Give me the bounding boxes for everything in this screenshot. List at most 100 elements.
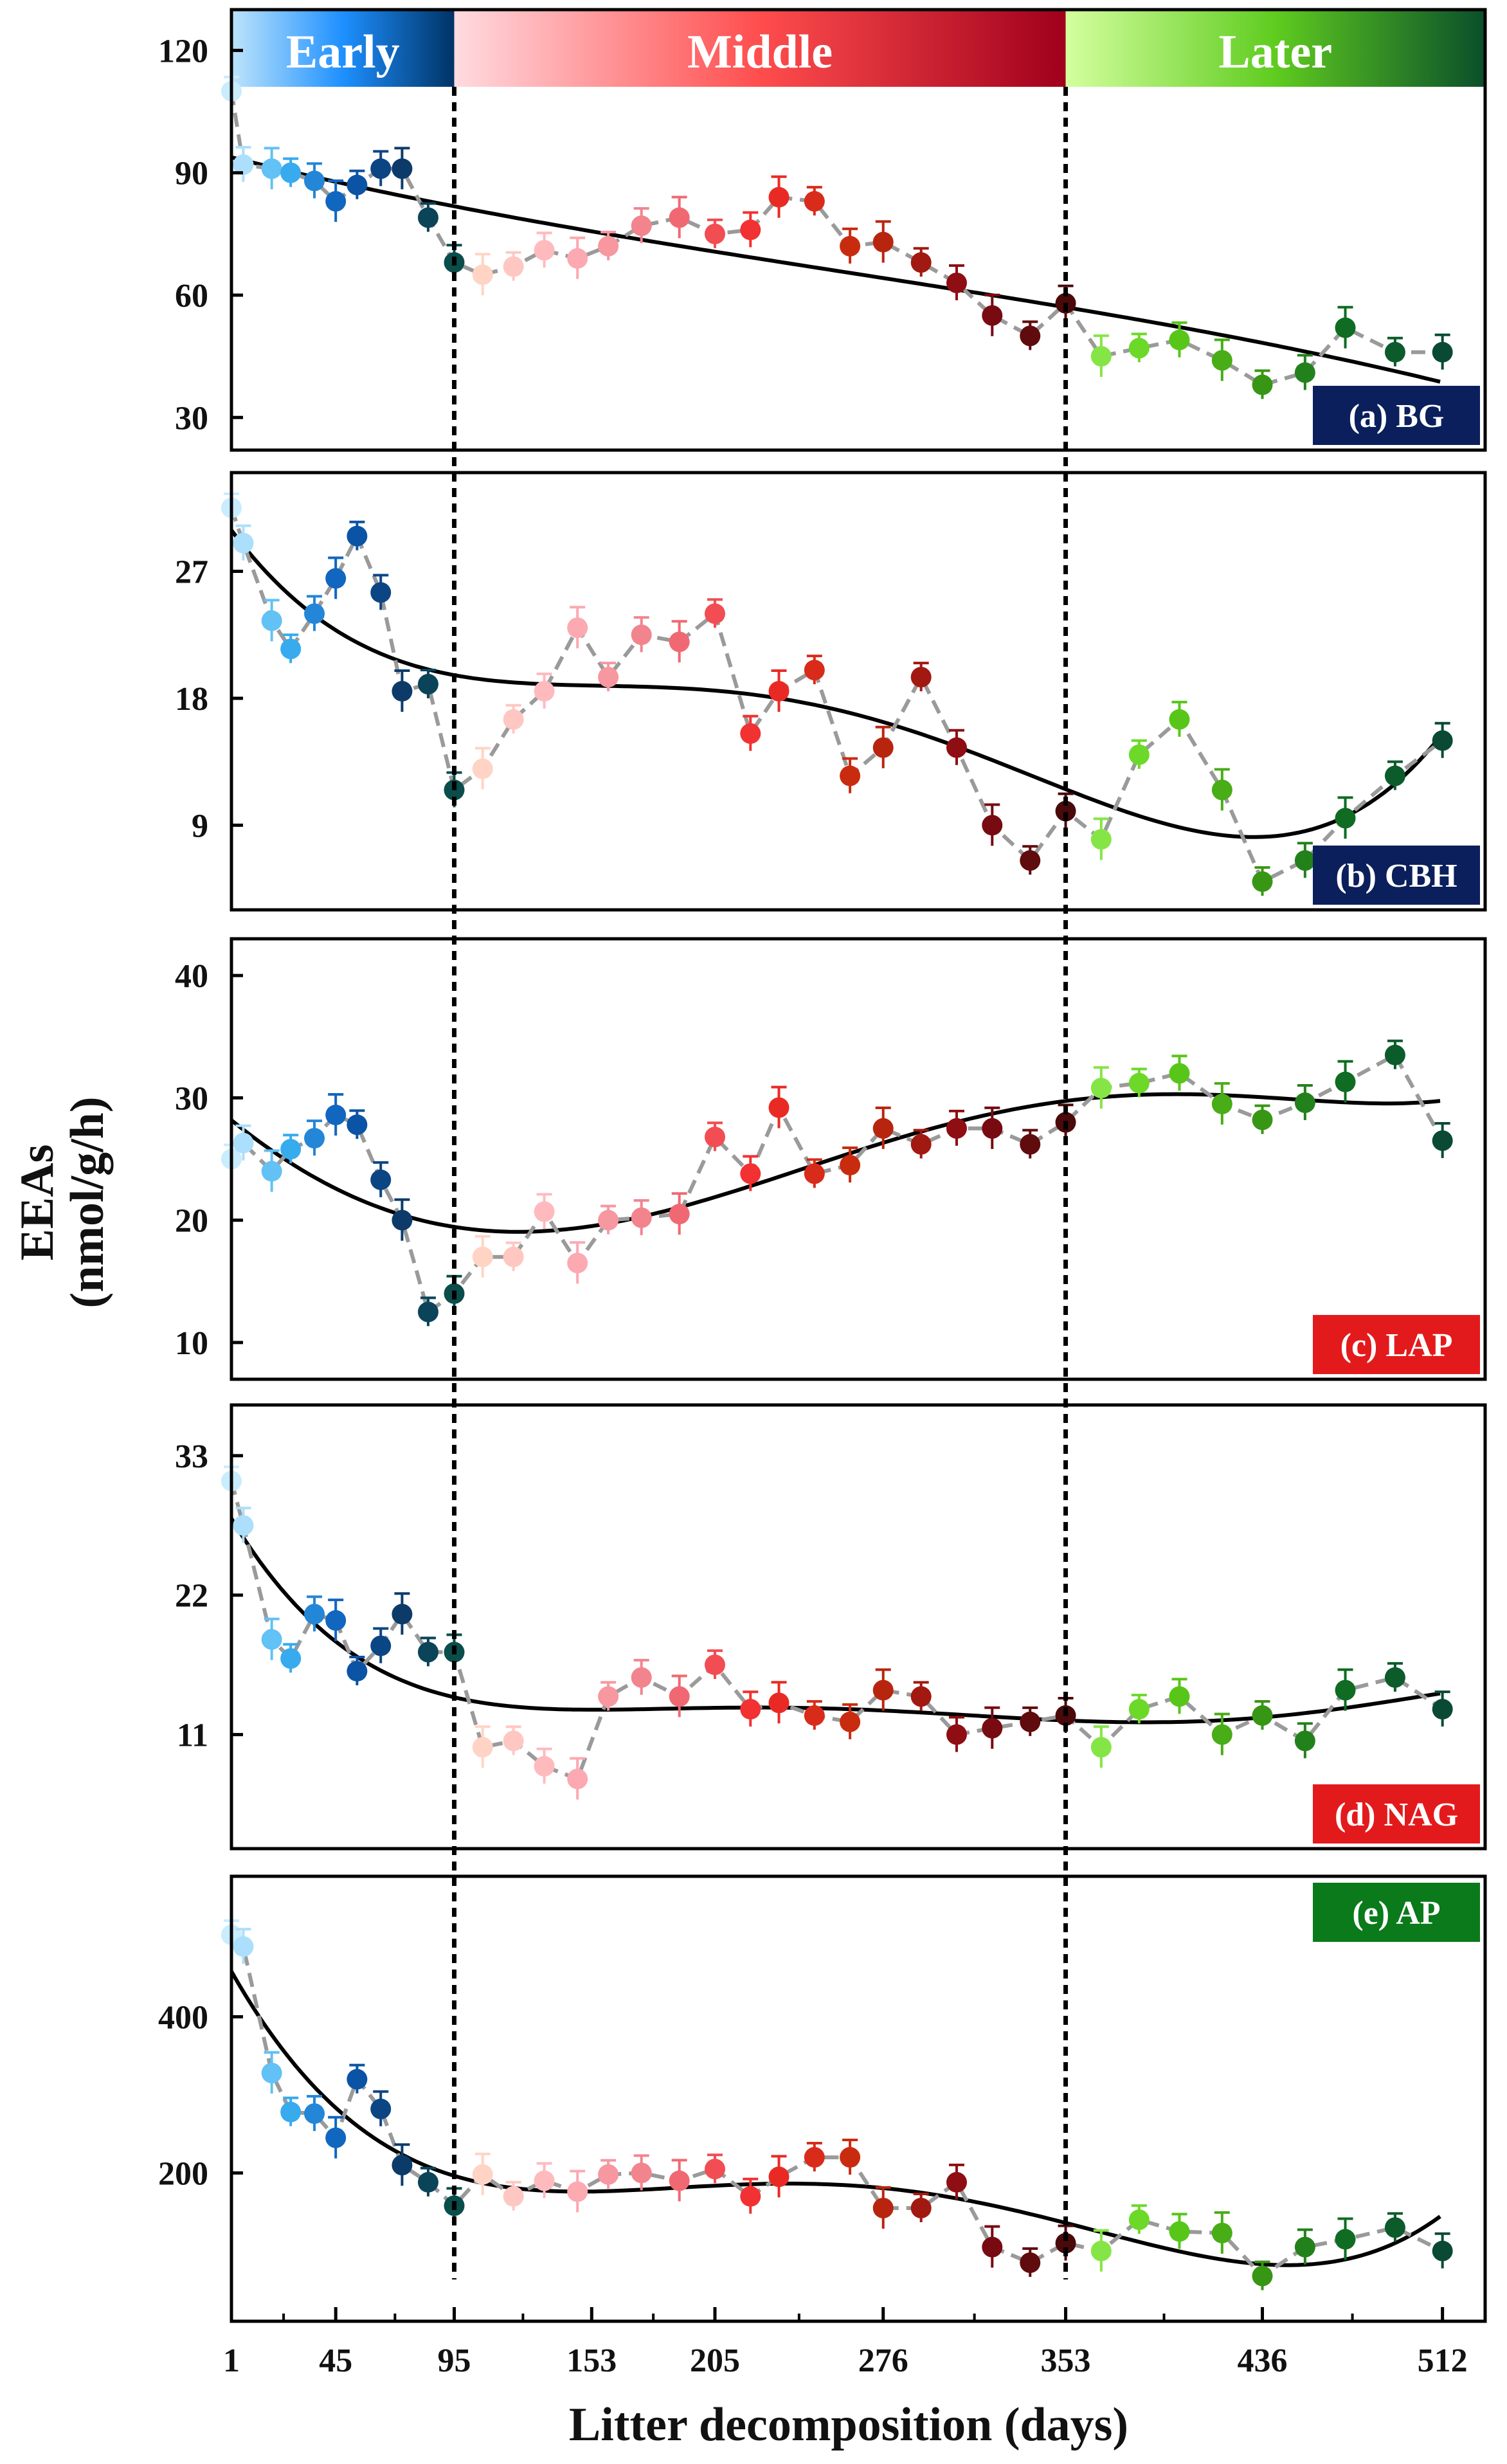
data-point [417,1301,438,1323]
data-point [704,1127,725,1148]
x-tick-label: 45 [319,2342,352,2379]
data-point [417,2171,438,2193]
data-point [280,639,302,660]
y-axis-unit-label: (nmol/g/h) [61,1097,114,1309]
x-tick-label: 205 [690,2342,740,2379]
y-tick-label: 27 [175,554,208,591]
data-point [946,2171,967,2193]
data-point [1335,317,1356,338]
data-point [631,624,652,646]
data-point [1128,1699,1150,1720]
data-point [347,2069,368,2090]
data-point [768,2166,790,2188]
data-point [1090,1078,1112,1099]
x-axis-label: Litter decomposition (days) [569,2398,1128,2451]
panel-frame [230,8,1487,452]
y-tick-label: 18 [175,681,208,718]
data-point [392,1604,413,1625]
y-tick-label: 9 [192,808,208,844]
data-point [1252,374,1273,395]
panel-frame [230,1403,1487,1851]
data-point [261,2062,282,2083]
data-point [669,207,690,228]
data-point [804,191,825,212]
x-tick-label: 353 [1041,2342,1091,2379]
data-point [704,2159,725,2180]
data-point [1294,2236,1315,2258]
data-point [1252,2265,1273,2287]
panel-badge [1313,846,1480,905]
data-point [261,1161,282,1182]
data-point [740,219,761,240]
data-point [1169,329,1190,350]
data-point [669,1686,690,1707]
data-point [840,765,861,786]
data-point [1211,1724,1232,1745]
phase-label-middle: Middle [687,26,833,78]
data-point [1335,808,1356,829]
data-point [567,1253,588,1274]
data-point [370,158,392,179]
phase-label-early: Early [286,26,400,78]
y-tick-label: 33 [175,1438,208,1475]
data-point [347,525,368,547]
data-point [1020,325,1041,347]
y-tick-label: 30 [175,1080,208,1117]
data-point [325,568,347,589]
fit-curve [231,1517,1441,1725]
data-point [1384,341,1405,363]
y-tick-label: 200 [158,2155,208,2192]
data-point [1294,362,1315,383]
x-tick-label: 1 [223,2342,240,2379]
panel-4: 11 22 33 (d) NAG [175,1403,1487,1851]
data-point [1335,1071,1356,1092]
data-point [598,2164,619,2185]
data-point [982,1717,1003,1739]
data-point [1090,829,1112,850]
data-point [304,603,325,624]
data-point [1252,1109,1273,1130]
y-tick-label: 11 [177,1717,208,1754]
data-point [503,2186,524,2207]
data-point [347,1114,368,1136]
data-point [1432,341,1453,363]
panel-3: 10 20 30 40 (c) LAP [175,937,1487,1381]
data-point [370,1635,392,1656]
data-point [304,1128,325,1149]
data-point [840,235,861,257]
phase-bar-early [231,10,455,87]
data-point [768,681,790,702]
data-point [1169,1063,1190,1084]
data-trend-line [231,507,1444,885]
y-tick-label: 10 [175,1325,208,1362]
data-point [598,1209,619,1231]
data-point [280,162,302,183]
data-trend-line [231,1480,1444,1782]
data-point [325,191,347,212]
panel-5: 200 400 (e) AP [158,1874,1487,2323]
y-tick-label: 60 [175,278,208,314]
data-point [261,610,282,631]
data-point [768,186,790,208]
data-point [946,272,967,293]
data-point [417,1642,438,1663]
data-point [910,667,932,688]
data-point [1384,1667,1405,1688]
x-tick-label: 276 [858,2342,908,2379]
data-point [417,207,438,228]
data-point [704,603,725,624]
data-point [325,1105,347,1125]
data-point [1384,2217,1405,2238]
data-point [1020,850,1041,871]
x-axis: 1 45 95 153 205 276 353 436 512 [223,2307,1468,2379]
data-point [631,1667,652,1688]
data-point [1090,346,1112,367]
data-point [1020,1711,1041,1732]
data-point [631,215,652,237]
data-point [946,737,967,758]
data-point [840,2147,861,2168]
data-point [1211,350,1232,371]
data-point [534,681,555,702]
data-point [598,667,619,688]
data-point [304,1604,325,1625]
